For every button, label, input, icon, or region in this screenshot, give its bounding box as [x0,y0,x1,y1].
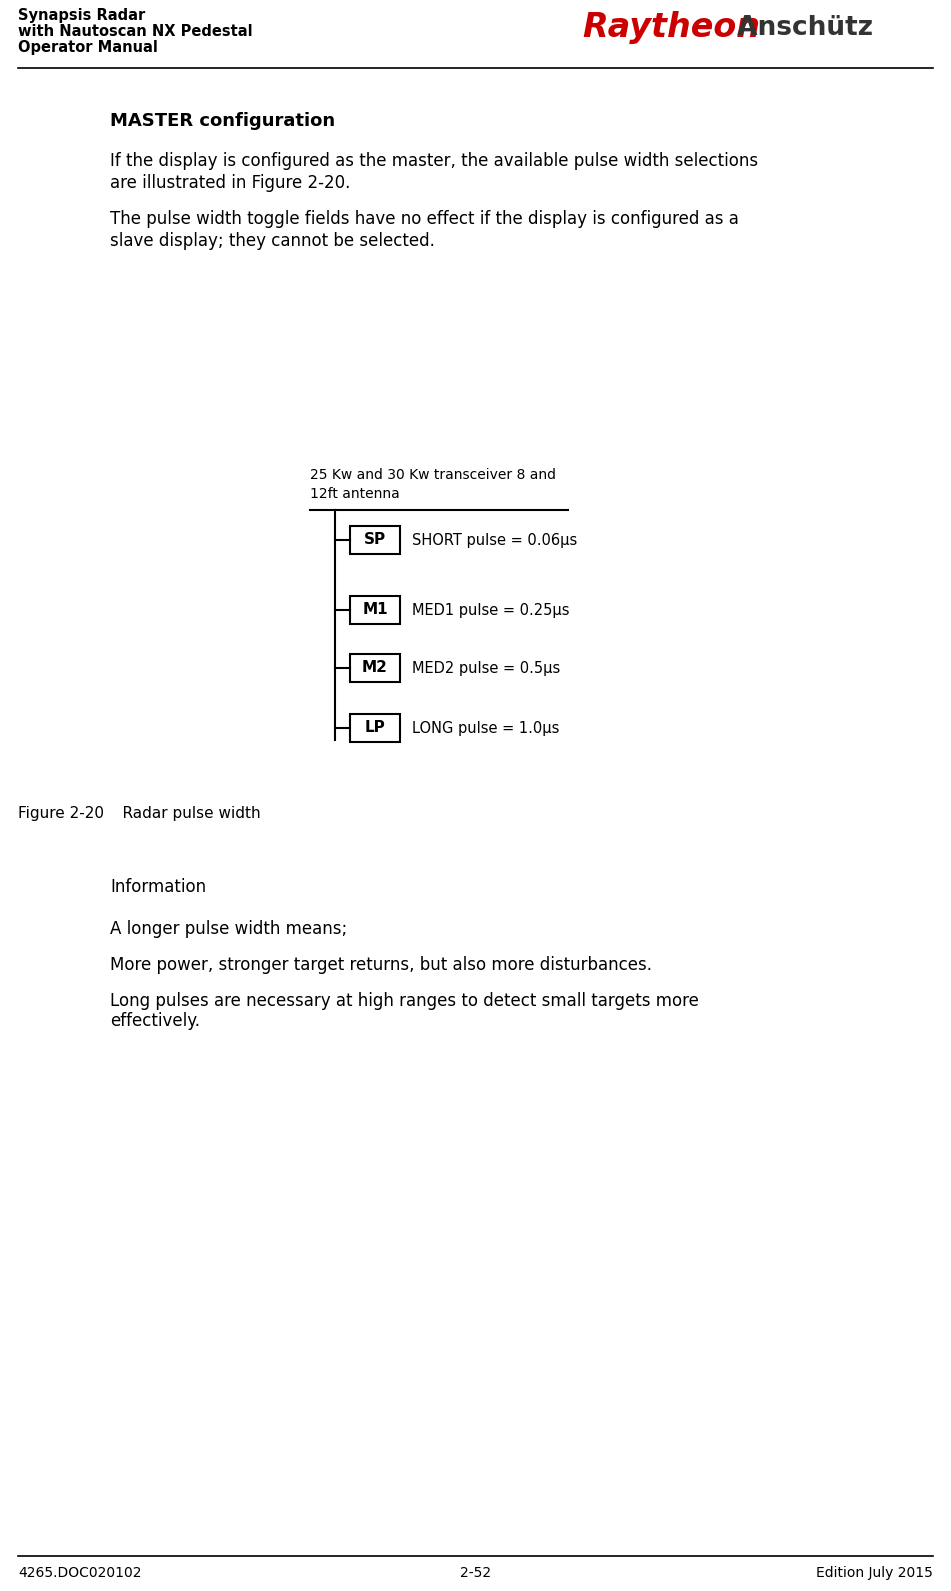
Bar [350,714,400,741]
Text: A longer pulse width means;: A longer pulse width means; [110,920,347,939]
Text: LP: LP [364,721,385,735]
Text: slave display; they cannot be selected.: slave display; they cannot be selected. [110,232,435,250]
Bar [350,527,400,554]
Text: M1: M1 [362,603,388,617]
Text: 12ft antenna: 12ft antenna [310,487,399,501]
Text: Radar pulse width: Radar pulse width [103,807,261,821]
Text: Edition July 2015: Edition July 2015 [816,1566,933,1580]
Text: More power, stronger target returns, but also more disturbances.: More power, stronger target returns, but… [110,956,652,974]
Text: The pulse width toggle fields have no effect if the display is configured as a: The pulse width toggle fields have no ef… [110,210,739,228]
Text: 25 Kw and 30 Kw transceiver 8 and: 25 Kw and 30 Kw transceiver 8 and [310,468,556,482]
Text: LONG pulse = 1.0μs: LONG pulse = 1.0μs [412,721,559,735]
Text: effectively.: effectively. [110,1012,200,1029]
Bar [350,597,400,624]
Bar [350,654,400,683]
Text: Figure 2-20: Figure 2-20 [18,807,104,821]
Text: Long pulses are necessary at high ranges to detect small targets more: Long pulses are necessary at high ranges… [110,993,699,1010]
Text: MED1 pulse = 0.25μs: MED1 pulse = 0.25μs [412,603,570,617]
Text: M2: M2 [362,660,388,676]
Text: SP: SP [364,533,386,547]
Text: Operator Manual: Operator Manual [18,40,158,56]
Text: Raytheon: Raytheon [582,11,760,45]
Text: Information: Information [110,878,206,896]
Text: with Nautoscan NX Pedestal: with Nautoscan NX Pedestal [18,24,253,40]
Text: are illustrated in Figure 2-20.: are illustrated in Figure 2-20. [110,173,350,193]
Text: Anschütz: Anschütz [728,14,873,41]
Text: SHORT pulse = 0.06μs: SHORT pulse = 0.06μs [412,533,577,547]
Text: If the display is configured as the master, the available pulse width selections: If the display is configured as the mast… [110,153,758,170]
Text: 2-52: 2-52 [460,1566,491,1580]
Text: MED2 pulse = 0.5μs: MED2 pulse = 0.5μs [412,660,560,676]
Text: MASTER configuration: MASTER configuration [110,111,335,130]
Text: 4265.DOC020102: 4265.DOC020102 [18,1566,142,1580]
Text: Synapsis Radar: Synapsis Radar [18,8,146,22]
